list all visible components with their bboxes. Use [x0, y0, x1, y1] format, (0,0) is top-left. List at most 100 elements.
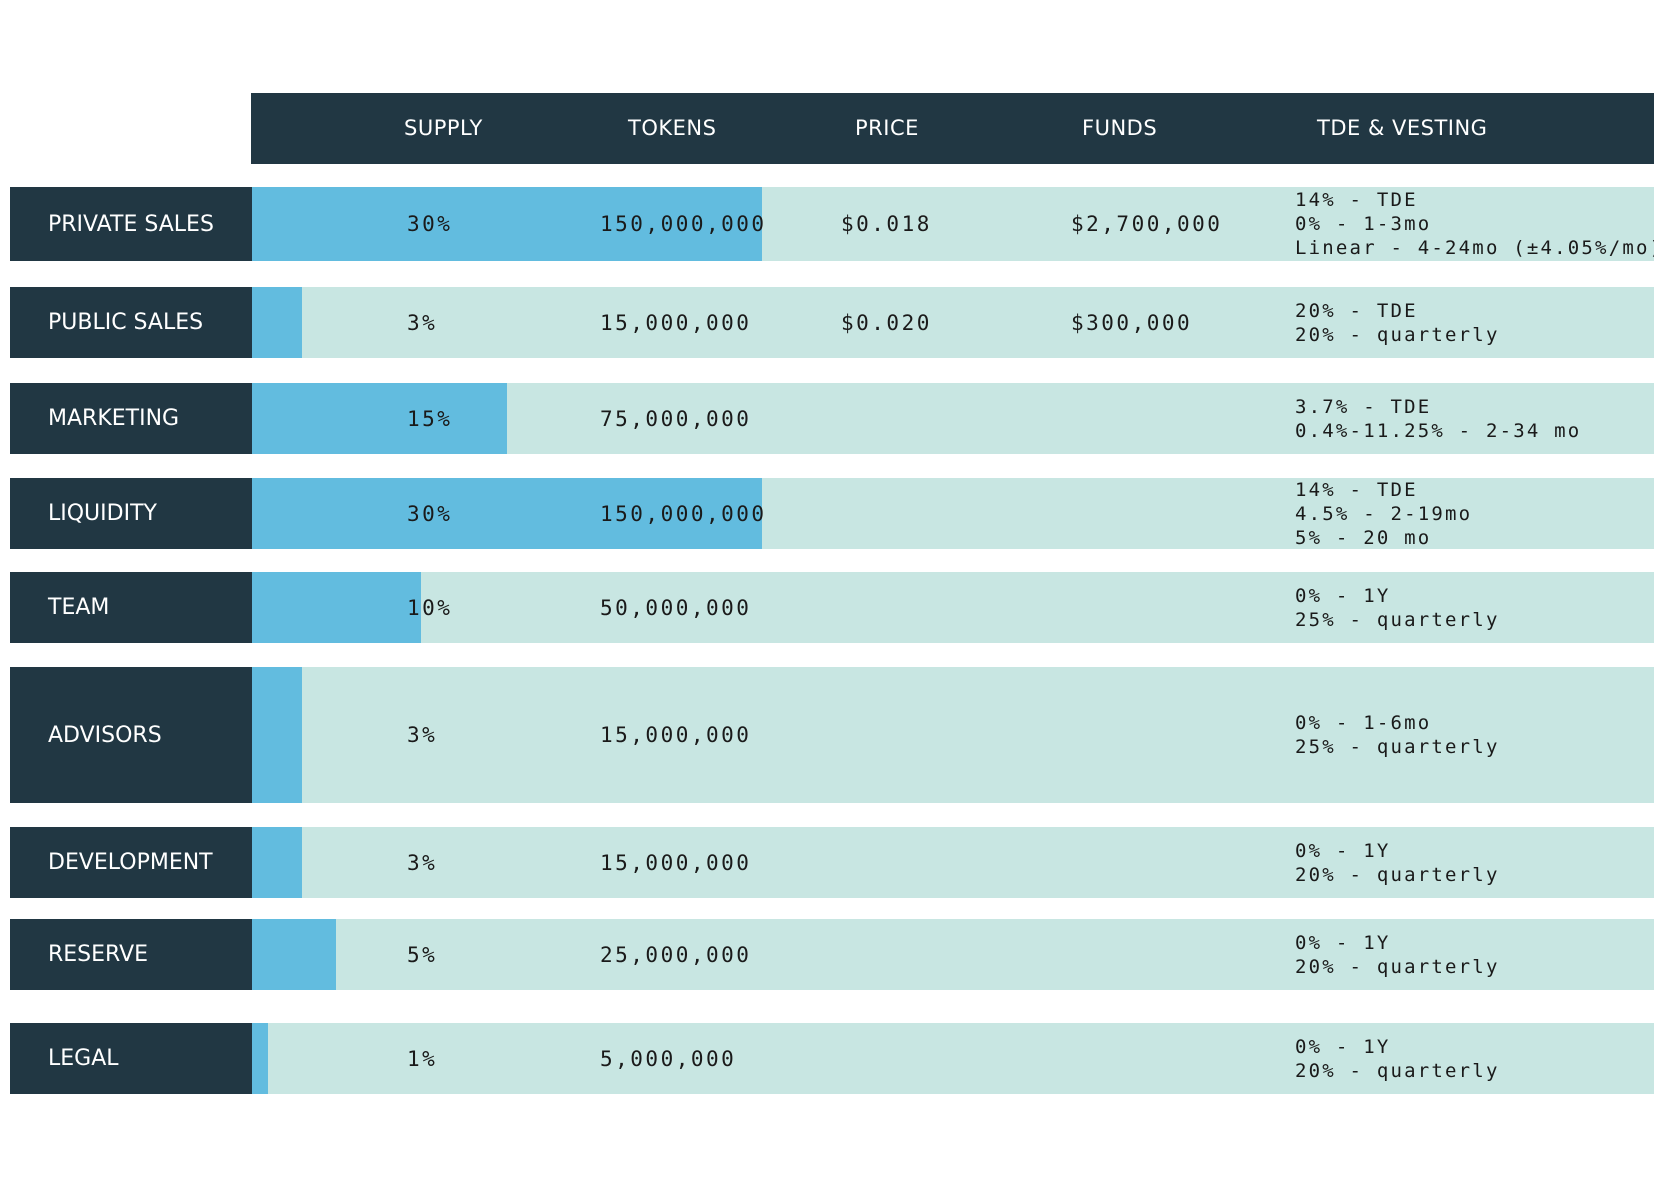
vesting-schedule: 0% - 1-6mo 25% - quarterly [1295, 667, 1500, 803]
table-row: PUBLIC SALES 3% 15,000,000 $0.020 $300,000 20… [0, 287, 1654, 358]
vesting-schedule: 0% - 1Y 20% - quarterly [1295, 919, 1500, 990]
tokens-value: 75,000,000 [600, 406, 752, 431]
table-row: LEGAL 1% 5,000,000 0% - 1Y 20% - quarterly [0, 1023, 1654, 1094]
supply-value: 30% [407, 212, 453, 236]
supply-value: 5% [407, 942, 438, 967]
vesting-line: 0% - 1Y [1295, 584, 1391, 607]
vesting-line: 20% - quarterly [1295, 863, 1500, 886]
vesting-schedule: 0% - 1Y 25% - quarterly [1295, 572, 1500, 643]
row-label-box [10, 572, 252, 643]
tokens-value: 50,000,000 [600, 595, 752, 620]
row-label-box [10, 383, 252, 454]
supply-bar [251, 667, 302, 803]
row-label-box [10, 478, 252, 549]
row-track [251, 478, 1654, 549]
header-supply: SUPPLY [404, 116, 483, 140]
header-tde-vesting: TDE & VESTING [1317, 116, 1488, 140]
vesting-line: 25% - quarterly [1295, 736, 1500, 758]
table-row: TEAM 10% 50,000,000 0% - 1Y 25% - quarterly [0, 572, 1654, 643]
table-row: DEVELOPMENT 3% 15,000,000 0% - 1Y 20% - quar… [0, 827, 1654, 898]
supply-value: 1% [407, 1046, 438, 1071]
table-row: ADVISORS 3% 15,000,000 0% - 1-6mo 25% - quar… [0, 667, 1654, 803]
row-label: LIQUIDITY [48, 501, 157, 526]
row-track [251, 287, 1654, 358]
row-label: PUBLIC SALES [48, 310, 204, 335]
vesting-line: 20% - quarterly [1295, 955, 1500, 978]
row-label: PRIVATE SALES [48, 211, 214, 237]
vesting-line: Linear - 4-24mo (±4.05%/mo) [1295, 237, 1654, 259]
funds-value: $300,000 [1071, 310, 1193, 335]
tokens-value: 15,000,000 [600, 310, 752, 335]
vesting-line: 25% - quarterly [1295, 608, 1500, 631]
supply-value: 10% [407, 595, 453, 620]
vesting-schedule: 0% - 1Y 20% - quarterly [1295, 827, 1500, 898]
row-label: MARKETING [48, 406, 180, 431]
header-funds: FUNDS [1082, 116, 1158, 140]
vesting-line: 3.7% - TDE [1295, 395, 1432, 418]
row-label: TEAM [48, 595, 110, 620]
row-label: DEVELOPMENT [48, 850, 213, 875]
row-track [251, 572, 1654, 643]
header-tokens: TOKENS [628, 116, 717, 140]
vesting-line: 20% - TDE [1295, 299, 1418, 322]
supply-bar [251, 383, 507, 454]
tokens-value: 15,000,000 [600, 850, 752, 875]
funds-value: $2,700,000 [1071, 212, 1223, 236]
supply-value: 30% [407, 501, 453, 526]
vesting-line: 4.5% - 2-19mo [1295, 502, 1473, 525]
row-label: RESERVE [48, 942, 149, 967]
supply-bar [251, 187, 762, 261]
row-label: LEGAL [48, 1046, 119, 1071]
vesting-line: 14% - TDE [1295, 478, 1418, 501]
vesting-line: 0% - 1-6mo [1295, 712, 1432, 734]
vesting-line: 0% - 1Y [1295, 839, 1391, 862]
vesting-line: 0% - 1Y [1295, 1035, 1391, 1058]
supply-value: 3% [407, 850, 438, 875]
tokens-value: 15,000,000 [600, 723, 752, 747]
vesting-line: 20% - quarterly [1295, 323, 1500, 346]
row-track [251, 667, 1654, 803]
vesting-schedule: 14% - TDE 0% - 1-3mo Linear - 4-24mo (±4.0… [1295, 187, 1654, 261]
table-row: MARKETING 15% 75,000,000 3.7% - TDE 0.4%-11.… [0, 383, 1654, 454]
tokens-value: 150,000,000 [600, 501, 767, 526]
table-row: PRIVATE SALES 30% 150,000,000 $0.018 $2,700,… [0, 187, 1654, 261]
row-label-box [10, 667, 252, 803]
row-track [251, 919, 1654, 990]
row-track [251, 1023, 1654, 1094]
table-header: SUPPLY TOKENS PRICE FUNDS TDE & VESTING [251, 93, 1654, 164]
supply-bar [251, 827, 302, 898]
vesting-schedule: 20% - TDE 20% - quarterly [1295, 287, 1500, 358]
row-track [251, 383, 1654, 454]
row-label-box [10, 1023, 252, 1094]
tokens-value: 5,000,000 [600, 1046, 737, 1071]
row-label-box [10, 187, 252, 261]
price-value: $0.018 [841, 212, 932, 236]
vesting-line: 5% - 20 mo [1295, 526, 1432, 549]
supply-bar [251, 919, 336, 990]
supply-value: 15% [407, 406, 453, 431]
price-value: $0.020 [841, 310, 932, 335]
table-row: LIQUIDITY 30% 150,000,000 14% - TDE 4.5% - 2… [0, 478, 1654, 549]
vesting-line: 20% - quarterly [1295, 1059, 1500, 1082]
supply-bar [251, 1023, 268, 1094]
vesting-line: 0% - 1-3mo [1295, 213, 1432, 235]
row-label-box [10, 287, 252, 358]
row-label-box [10, 827, 252, 898]
header-price: PRICE [855, 116, 919, 140]
tokens-value: 150,000,000 [600, 212, 767, 236]
row-label: ADVISORS [48, 722, 162, 748]
vesting-line: 0.4%-11.25% - 2-34 mo [1295, 419, 1582, 442]
vesting-line: 0% - 1Y [1295, 931, 1391, 954]
supply-value: 3% [407, 723, 438, 747]
table-row: RESERVE 5% 25,000,000 0% - 1Y 20% - quarterl… [0, 919, 1654, 990]
supply-bar [251, 572, 421, 643]
row-track [251, 827, 1654, 898]
supply-bar [251, 478, 762, 549]
tokens-value: 25,000,000 [600, 942, 752, 967]
vesting-schedule: 14% - TDE 4.5% - 2-19mo 5% - 20 mo [1295, 478, 1472, 549]
vesting-schedule: 0% - 1Y 20% - quarterly [1295, 1023, 1500, 1094]
supply-value: 3% [407, 310, 438, 335]
supply-bar [251, 287, 302, 358]
row-track [251, 187, 1654, 261]
row-label-box [10, 919, 252, 990]
